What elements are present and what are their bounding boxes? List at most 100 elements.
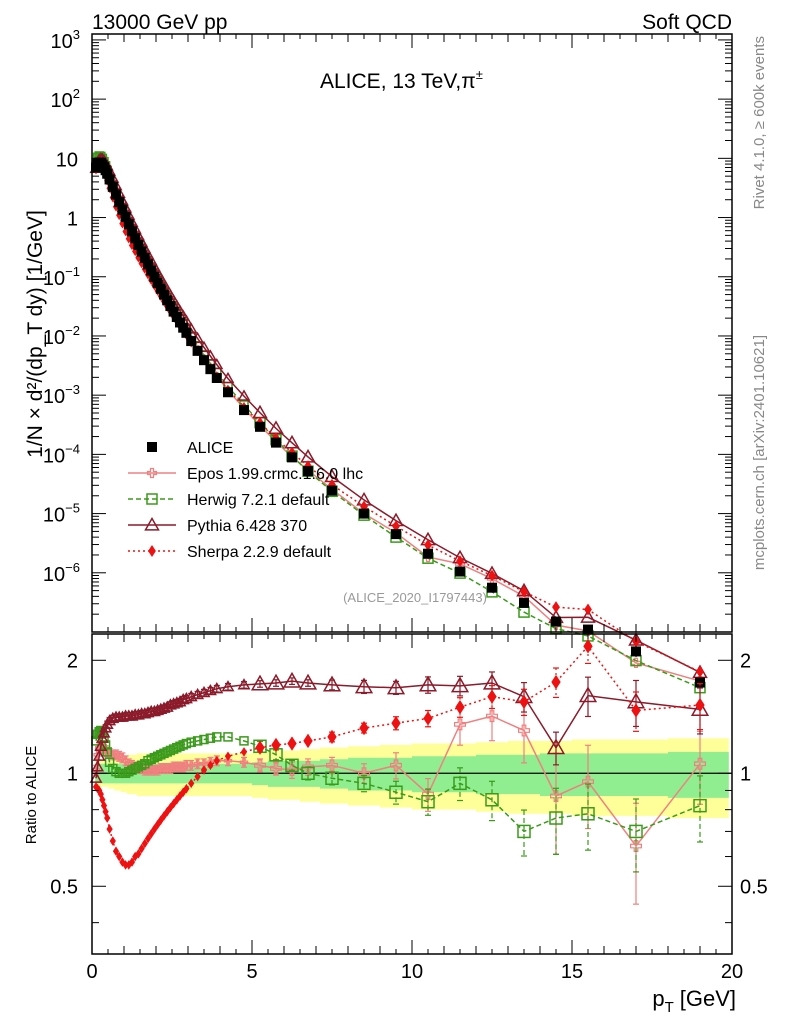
- main-point-sherpa: [488, 569, 496, 582]
- ratio-point-sherpa: [96, 785, 103, 796]
- data-point: [695, 677, 705, 688]
- legend-marker-epos: [146, 467, 158, 479]
- legend-item-herwig: Herwig 7.2.1 default: [128, 492, 330, 509]
- analysis-label: (ALICE_2020_I1797443): [343, 590, 487, 605]
- data-point: [181, 327, 192, 338]
- ratio-point-herwig: [130, 763, 140, 774]
- ratio-point-herwig: [162, 747, 172, 757]
- ratio-point-herwig: [124, 766, 134, 777]
- x-tick-label: 0: [86, 961, 97, 983]
- data-point: [519, 597, 529, 608]
- ratio-point-herwig: [389, 785, 403, 800]
- data-point: [303, 466, 313, 477]
- ratio-point-sherpa: [109, 836, 116, 846]
- y-tick-label: 102: [51, 86, 80, 112]
- ratio-point-herwig: [165, 745, 176, 756]
- ratio-point-pythia: [282, 671, 302, 688]
- ratio-point-epos: [254, 759, 266, 772]
- legend-label-pythia: Pythia 6.428 370: [187, 518, 307, 535]
- x-axis-label-p: p: [652, 986, 664, 1011]
- y-tick-label: 10−6: [43, 560, 80, 586]
- ratio-point-epos: [518, 724, 530, 737]
- legend-item-epos: Epos 1.99.crmc.1.6.0 lhc: [128, 466, 363, 483]
- data-point: [123, 219, 134, 230]
- ratio-point-sherpa: [551, 674, 561, 690]
- ratio-point-sherpa: [132, 851, 139, 862]
- main-point-sherpa: [424, 539, 432, 552]
- data-point: [359, 508, 369, 519]
- ratio-point-herwig: [285, 758, 299, 773]
- ratio-point-herwig: [192, 736, 203, 746]
- main-point-sherpa: [696, 665, 704, 678]
- ratio-point-herwig: [111, 766, 121, 777]
- ratio-point-epos: [239, 758, 249, 767]
- ratio-point-herwig: [102, 747, 112, 757]
- y-tick-label: 103: [51, 27, 80, 53]
- ratio-point-herwig: [485, 793, 499, 807]
- ratio-point-pythia: [179, 692, 193, 704]
- data-point: [199, 355, 209, 366]
- data-point: [455, 566, 465, 577]
- ratio-point-sherpa: [519, 694, 529, 710]
- ratio-point-herwig: [325, 771, 339, 785]
- ratio-point-sherpa: [455, 699, 465, 715]
- legend-label-epos: Epos 1.99.crmc.1.6.0 lhc: [187, 466, 363, 483]
- ratio-point-sherpa: [104, 813, 111, 823]
- data-point: [223, 387, 233, 398]
- ratio-point-sherpa: [255, 740, 265, 755]
- ratio-point-herwig: [175, 741, 185, 752]
- legend: ALICE Epos 1.99.crmc.1.6.0 lhc Herwig 7.2.…: [128, 440, 363, 561]
- chart-title-symbol: π: [461, 70, 476, 93]
- ratio-point-sherpa: [99, 794, 106, 805]
- ratio-plot-area: [89, 633, 710, 905]
- chart-title-superscript: ±: [476, 67, 483, 82]
- ratio-point-herwig: [104, 757, 115, 767]
- x-axis-label-sub: T: [665, 999, 674, 1016]
- ratio-point-herwig: [301, 766, 315, 781]
- legend-item-data: ALICE: [147, 440, 233, 457]
- ratio-point-sherpa: [135, 849, 142, 859]
- ratio-point-herwig: [205, 733, 216, 743]
- ratio-point-sherpa: [122, 860, 129, 870]
- main-point-sherpa: [456, 555, 464, 568]
- data-point: [111, 189, 121, 200]
- ratio-point-herwig: [149, 752, 160, 763]
- main-point-pythia: [237, 389, 251, 401]
- ratio-point-herwig: [453, 776, 467, 791]
- ratio-point-sherpa: [112, 846, 120, 857]
- header-right: Soft QCD: [642, 11, 732, 34]
- ratio-point-epos: [582, 775, 594, 788]
- ratio-line-herwig: [95, 729, 701, 833]
- ratio-point-epos: [187, 761, 196, 770]
- ratio-point-sherpa: [583, 639, 593, 654]
- main-point-sherpa: [360, 500, 368, 513]
- ratio-point-sherpa: [224, 751, 232, 762]
- ratio-point-pythia: [322, 675, 342, 692]
- ratio-point-sherpa: [116, 851, 123, 862]
- data-point: [102, 168, 113, 179]
- ratio-point-pythia: [237, 678, 251, 690]
- data-point: [171, 312, 182, 323]
- ratio-point-pythia: [354, 677, 374, 694]
- ratio-point-epos: [454, 718, 466, 731]
- main-point-sherpa: [328, 478, 336, 491]
- data-point: [168, 306, 179, 317]
- ratio-point-herwig: [549, 811, 563, 825]
- mcplots-label: mcplots.cern.ch [arXiv:2401.10621]: [751, 335, 768, 570]
- main-plot-area: [89, 151, 708, 694]
- ratio-point-epos: [486, 710, 498, 723]
- main-point-sherpa: [135, 252, 142, 263]
- ratio-point-pythia: [450, 676, 470, 693]
- ratio-point-herwig: [159, 748, 169, 759]
- ratio-point-sherpa: [695, 697, 705, 713]
- ratio-tick-label-right: 0.5: [740, 876, 768, 898]
- ratio-point-pythia: [482, 673, 502, 690]
- y-tick-label: 10−5: [43, 501, 80, 527]
- ratio-point-pythia: [92, 749, 106, 761]
- ratio-point-herwig: [421, 794, 435, 809]
- ratio-point-sherpa: [141, 838, 148, 849]
- data-point: [146, 265, 157, 276]
- ratio-point-herwig: [143, 755, 153, 766]
- ratio-point-herwig: [199, 734, 209, 745]
